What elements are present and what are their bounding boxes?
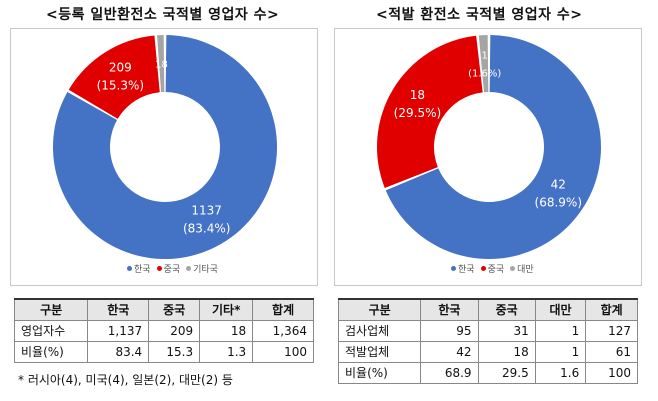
table-header-row: 구분 한국 중국 대만 합계 <box>337 298 638 321</box>
table-row: 검사업체 95 31 1 127 <box>337 320 638 342</box>
table-cell: 100 <box>252 341 314 363</box>
table-cell: 209 <box>148 320 201 342</box>
right-legend-item-korea: 한국 <box>451 262 475 275</box>
table-header-cell: 중국 <box>148 298 201 321</box>
left-chart-panel: 18 209 (15.3%) 1137 (83.4%) 한국 중국 기타국 <box>10 28 318 286</box>
table-cell: 1.3 <box>199 341 254 363</box>
footnote: * 러시아(4), 미국(4), 일본(2), 대만(2) 등 <box>18 373 233 387</box>
right-chart-panel: 1 (1.6%) 18 (29.5%) 42 (68.9%) 한국 중국 대만 <box>334 28 642 286</box>
right-chart-title: <적발 환전소 국적별 영업자 수> <box>376 7 583 23</box>
right-slice-label-1-0: 18 <box>410 88 425 102</box>
right-donut-chart: 1 (1.6%) 18 (29.5%) 42 (68.9%) <box>376 35 601 260</box>
table-cell: 1,137 <box>87 320 150 342</box>
right-slice-label-0-0: 42 <box>551 178 566 192</box>
left-slice-label-1-1: (15.3%) <box>97 78 144 92</box>
table-cell: 68.9 <box>420 362 479 384</box>
right-slice-2 <box>478 35 489 93</box>
right-slice-1 <box>376 35 483 188</box>
left-legend-item-korea: 한국 <box>127 262 151 275</box>
table-cell: 61 <box>585 341 638 363</box>
table-cell: 18 <box>477 341 536 363</box>
table-header-row: 구분 한국 중국 기타* 합계 <box>13 298 314 321</box>
left-slice-label-1-0: 209 <box>109 60 132 74</box>
table-cell: 1.6 <box>534 362 587 384</box>
right-slice-label-0-1: (68.9%) <box>535 196 582 210</box>
table-cell: 127 <box>585 320 638 342</box>
right-slice-label-2-0: 1 <box>482 51 488 62</box>
table-row: 비율(%) 83.4 15.3 1.3 100 <box>13 341 314 363</box>
right-data-table: 구분 한국 중국 대만 합계 검사업체 95 31 1 127 적발업체 42 … <box>337 298 638 384</box>
right-legend-item-china: 중국 <box>480 262 504 275</box>
table-cell: 검사업체 <box>337 320 422 342</box>
table-cell: 비율(%) <box>337 362 422 384</box>
left-slice-label-2-0: 18 <box>155 60 168 71</box>
table-cell: 18 <box>199 320 254 342</box>
table-cell: 비율(%) <box>13 341 89 363</box>
table-header-cell: 한국 <box>420 298 479 321</box>
left-legend-item-other: 기타국 <box>186 262 218 275</box>
left-data-table: 구분 한국 중국 기타* 합계 영업자수 1,137 209 18 1,364 … <box>13 298 314 363</box>
table-header-cell: 기타* <box>199 298 254 321</box>
table-row: 비율(%) 68.9 29.5 1.6 100 <box>337 362 638 384</box>
right-slice-label-1-1: (29.5%) <box>394 106 441 120</box>
left-slice-2 <box>157 35 165 93</box>
table-cell: 1 <box>534 320 587 342</box>
table-cell: 1 <box>534 341 587 363</box>
table-header-cell: 구분 <box>13 298 89 321</box>
table-cell: 95 <box>420 320 479 342</box>
right-legend: 한국 중국 대만 <box>451 262 534 275</box>
left-legend-item-china: 중국 <box>156 262 180 275</box>
table-header-cell: 중국 <box>477 298 536 321</box>
right-slice-label-2-1: (1.6%) <box>468 69 501 80</box>
table-header-cell: 합계 <box>585 298 638 321</box>
table-cell: 31 <box>477 320 536 342</box>
table-cell: 29.5 <box>477 362 536 384</box>
table-header-cell: 구분 <box>337 298 422 321</box>
table-cell: 15.3 <box>148 341 201 363</box>
table-header-cell: 한국 <box>87 298 150 321</box>
left-legend: 한국 중국 기타국 <box>127 262 218 275</box>
left-donut-chart: 18 209 (15.3%) 1137 (83.4%) <box>53 35 277 260</box>
left-slice-1 <box>68 35 160 119</box>
table-row: 영업자수 1,137 209 18 1,364 <box>13 320 314 342</box>
table-cell: 영업자수 <box>13 320 89 342</box>
left-chart-title: <등록 일반환전소 국적별 영업자 수> <box>46 7 280 23</box>
left-slice-0 <box>53 35 277 260</box>
table-header-cell: 합계 <box>252 298 314 321</box>
table-cell: 83.4 <box>87 341 150 363</box>
table-row: 적발업체 42 18 1 61 <box>337 341 638 363</box>
table-cell: 1,364 <box>252 320 314 342</box>
table-header-cell: 대만 <box>534 298 587 321</box>
right-slice-0 <box>385 35 601 260</box>
left-slice-label-0-1: (83.4%) <box>183 221 230 235</box>
right-legend-item-taiwan: 대만 <box>510 262 534 275</box>
table-cell: 100 <box>585 362 638 384</box>
table-cell: 적발업체 <box>337 341 422 363</box>
table-cell: 42 <box>420 341 479 363</box>
left-slice-label-0-0: 1137 <box>191 203 222 217</box>
